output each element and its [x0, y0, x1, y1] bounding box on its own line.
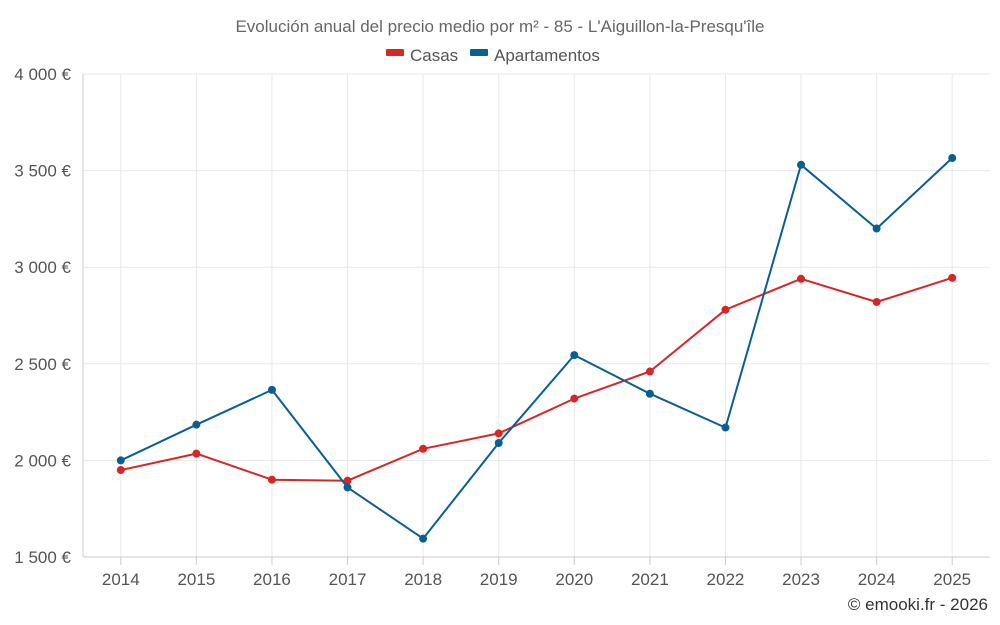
- data-point-apartamentos[interactable]: [494, 439, 503, 448]
- x-tick-label: 2024: [858, 570, 896, 589]
- data-point-apartamentos[interactable]: [797, 160, 806, 169]
- x-tick-label: 2022: [707, 570, 745, 589]
- data-point-apartamentos[interactable]: [570, 351, 579, 360]
- data-point-apartamentos[interactable]: [343, 483, 352, 492]
- legend: Casas Apartamentos: [386, 46, 600, 65]
- data-point-apartamentos[interactable]: [419, 534, 428, 543]
- y-tick-label: 2 500 €: [14, 355, 71, 374]
- x-tick-label: 2020: [555, 570, 593, 589]
- x-tick-label: 2017: [329, 570, 367, 589]
- data-point-apartamentos[interactable]: [645, 389, 654, 398]
- axes: 1 500 € 2 000 € 2 500 € 3 000 € 3 500 € 4 000…: [14, 65, 990, 589]
- x-tick-label: 2023: [782, 570, 820, 589]
- data-point-casas[interactable]: [116, 466, 125, 475]
- legend-swatch-casas: [386, 49, 404, 56]
- x-tick-label: 2018: [404, 570, 442, 589]
- data-point-apartamentos[interactable]: [948, 154, 957, 163]
- x-tick-label: 2015: [177, 570, 215, 589]
- data-point-casas[interactable]: [494, 429, 503, 438]
- grid: [83, 73, 990, 558]
- data-point-casas[interactable]: [343, 476, 352, 485]
- data-point-casas[interactable]: [797, 274, 806, 283]
- y-tick-label: 2 000 €: [14, 451, 71, 470]
- y-tick-label: 1 500 €: [14, 548, 71, 567]
- series-line-casas: [120, 276, 953, 482]
- series-layer: [116, 154, 957, 543]
- data-point-apartamentos[interactable]: [192, 420, 201, 429]
- data-point-casas[interactable]: [192, 449, 201, 458]
- data-point-casas[interactable]: [267, 475, 276, 484]
- credit-text: © emooki.fr - 2026: [848, 595, 988, 614]
- x-tick-label: 2019: [480, 570, 518, 589]
- x-tick-label: 2016: [253, 570, 291, 589]
- legend-label-apartamentos[interactable]: Apartamentos: [494, 46, 600, 65]
- series-line-apartamentos: [120, 157, 953, 540]
- data-point-casas[interactable]: [645, 367, 654, 376]
- data-point-casas[interactable]: [872, 297, 881, 306]
- x-tick-label: 2014: [102, 570, 140, 589]
- y-tick-label: 4 000 €: [14, 65, 71, 84]
- chart-title: Evolución anual del precio medio por m² …: [235, 17, 764, 36]
- data-point-apartamentos[interactable]: [116, 456, 125, 465]
- data-point-apartamentos[interactable]: [267, 385, 276, 394]
- data-point-casas[interactable]: [721, 305, 730, 314]
- data-point-casas[interactable]: [948, 273, 957, 282]
- legend-swatch-apartamentos: [470, 49, 488, 56]
- x-tick-label: 2021: [631, 570, 669, 589]
- data-point-apartamentos[interactable]: [721, 423, 730, 432]
- data-point-casas[interactable]: [570, 394, 579, 403]
- data-point-casas[interactable]: [419, 444, 428, 453]
- x-tick-label: 2025: [933, 570, 971, 589]
- y-tick-label: 3 500 €: [14, 162, 71, 181]
- y-tick-label: 3 000 €: [14, 258, 71, 277]
- data-point-apartamentos[interactable]: [872, 224, 881, 233]
- legend-label-casas[interactable]: Casas: [410, 46, 458, 65]
